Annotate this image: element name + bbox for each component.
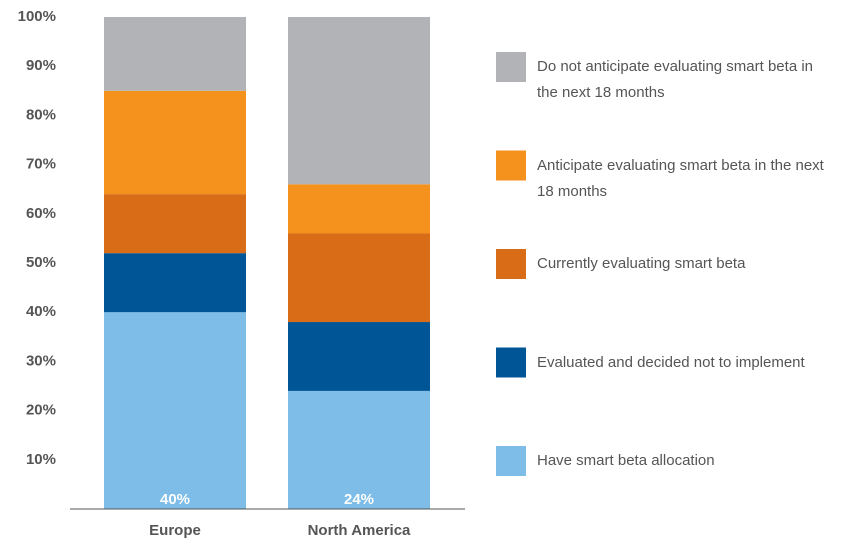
bar-segment bbox=[104, 194, 246, 254]
x-tick-label: Europe bbox=[149, 522, 201, 539]
bar-segment bbox=[288, 184, 430, 234]
bar-segment bbox=[288, 390, 430, 509]
legend-swatch bbox=[496, 446, 526, 476]
bar-segment bbox=[104, 312, 246, 509]
x-tick-label: North America bbox=[308, 522, 411, 539]
y-tick-label: 70% bbox=[26, 156, 56, 173]
y-tick-label: 10% bbox=[26, 451, 56, 468]
y-tick-label: 100% bbox=[18, 8, 56, 25]
y-tick-label: 90% bbox=[26, 57, 56, 74]
legend-swatch bbox=[496, 249, 526, 279]
legend-label: Do not anticipate evaluating smart beta … bbox=[537, 58, 813, 101]
y-tick-label: 80% bbox=[26, 106, 56, 123]
y-tick-label: 50% bbox=[26, 254, 56, 271]
legend-label: Have smart beta allocation bbox=[537, 452, 715, 469]
y-tick-label: 30% bbox=[26, 352, 56, 369]
legend-swatch bbox=[496, 347, 526, 378]
y-tick-label: 40% bbox=[26, 303, 56, 320]
y-tick-label: 60% bbox=[26, 205, 56, 222]
value-label: 24% bbox=[344, 491, 374, 508]
bar-segment bbox=[288, 322, 430, 391]
legend-swatch bbox=[496, 52, 526, 82]
bar-segment bbox=[104, 17, 246, 91]
y-tick-label: 20% bbox=[26, 402, 56, 419]
bar-segment bbox=[288, 17, 430, 185]
value-label: 40% bbox=[160, 491, 190, 508]
bar-segment bbox=[104, 253, 246, 313]
legend-swatch bbox=[496, 150, 526, 181]
legend-label: Anticipate evaluating smart beta in the … bbox=[537, 156, 824, 200]
legend-label: Evaluated and decided not to implement bbox=[537, 353, 805, 371]
bar-segment bbox=[104, 90, 246, 195]
bar-segment bbox=[288, 233, 430, 323]
legend-label: Currently evaluating smart beta bbox=[537, 255, 746, 272]
